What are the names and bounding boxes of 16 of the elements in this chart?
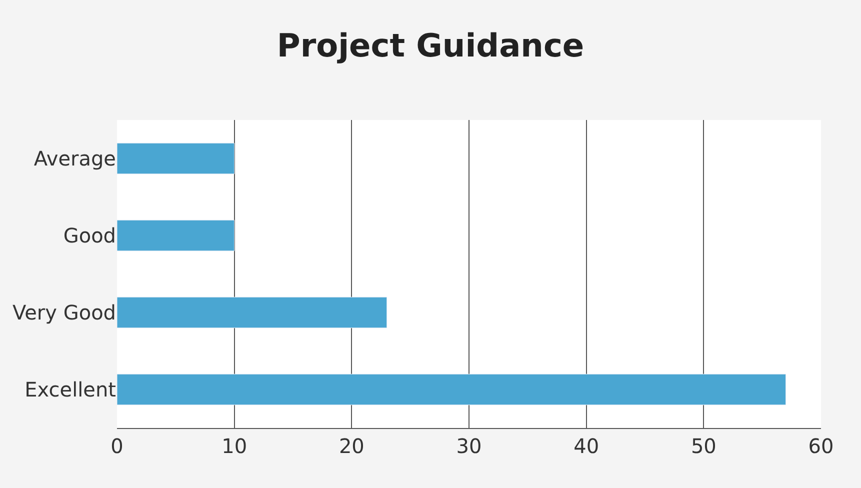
y-tick-label: Excellent xyxy=(24,378,116,402)
bar xyxy=(117,142,235,174)
bar xyxy=(117,220,235,252)
x-tick-label: 10 xyxy=(222,434,248,458)
x-tick-label: 50 xyxy=(690,434,716,458)
chart-title: Project Guidance xyxy=(276,26,584,65)
y-tick-label: Good xyxy=(63,224,116,248)
bar xyxy=(117,296,388,328)
y-tick-label: Average xyxy=(34,146,116,170)
x-tick-label: 60 xyxy=(808,434,834,458)
y-tick-label: Very Good xyxy=(12,300,116,324)
x-tick-label: 40 xyxy=(574,434,600,458)
bar xyxy=(117,374,786,406)
x-tick-label: 20 xyxy=(338,434,364,458)
x-tick-label: 0 xyxy=(110,434,124,458)
x-tick-label: 30 xyxy=(456,434,482,458)
